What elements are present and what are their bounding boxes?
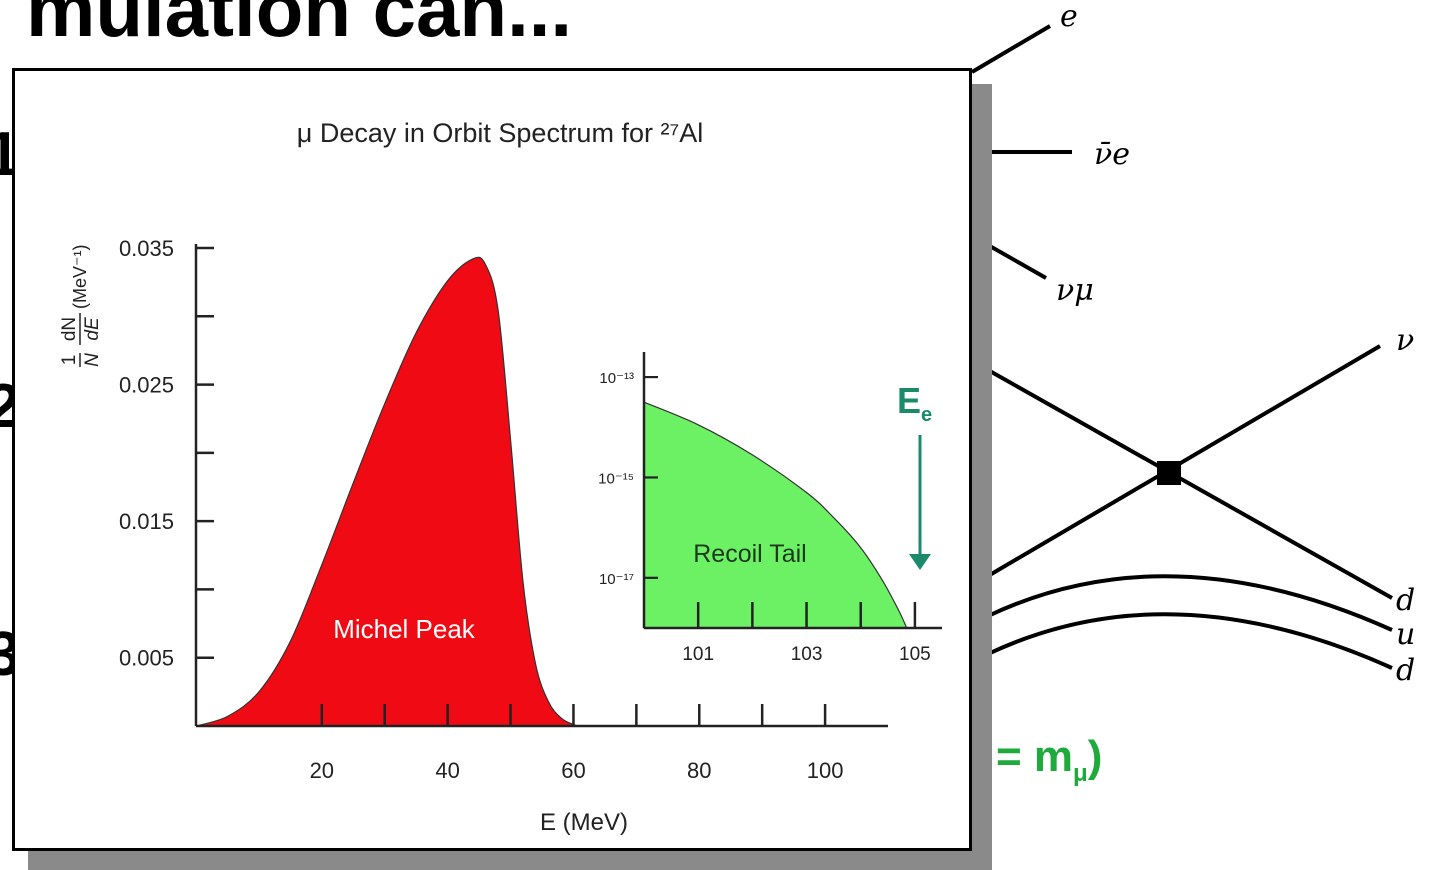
y-tick-label: 0.025 [119, 373, 174, 398]
neutrino-mu-line [987, 243, 1047, 280]
interaction-vertex [1157, 461, 1181, 485]
quark-line-middle [987, 574, 1393, 632]
y-axis-label: 1 N dN dE (MeV⁻¹) [59, 245, 103, 367]
x-tick-label: 40 [435, 758, 459, 783]
ylabel-num1: 1 [59, 355, 80, 366]
mass-formula: = mμ) [996, 732, 1102, 788]
ee-text: E [897, 380, 922, 421]
label-nu-mu: νμ [1056, 273, 1094, 308]
main-plot: 0.005 0.015 0.025 0.035 20 40 60 80 100 [119, 236, 888, 783]
formula-text: = m [996, 732, 1074, 781]
endpoint-energy-label: Ee [897, 380, 932, 427]
inset-y-tick-label: 10⁻¹⁵ [598, 470, 634, 487]
inset-x-tick-label: 101 [682, 644, 714, 665]
formula-close: ) [1087, 732, 1103, 781]
inset-x-tick-label: 103 [791, 644, 823, 665]
endpoint-arrow-head [909, 554, 931, 570]
inset-plot: 10⁻¹⁷ 10⁻¹⁵ 10⁻¹³ 101 103 105 [598, 352, 942, 665]
quark-line-upper [987, 368, 1393, 600]
label-e: e [1060, 0, 1078, 34]
x-tick-label: 80 [687, 758, 711, 783]
label-d-top: d [1396, 583, 1416, 618]
x-tick-label: 60 [561, 758, 585, 783]
y-tick-label: 0.015 [119, 509, 174, 534]
michel-peak-area [195, 256, 580, 727]
electron-line [970, 24, 1052, 74]
ylabel-num2: dN [59, 317, 80, 341]
neutrino-line [986, 344, 1382, 578]
label-nu: ν [1396, 323, 1415, 358]
x-axis-label: E (MeV) [540, 809, 628, 836]
slide-title: mulation can... [26, 0, 573, 53]
ylabel-unit: (MeV⁻¹) [70, 245, 90, 310]
label-u: u [1396, 617, 1416, 652]
y-tick-label: 0.005 [119, 646, 174, 671]
ylabel-den2: dE [82, 317, 103, 341]
x-tick-label: 100 [807, 758, 844, 783]
ee-subscript: e [921, 404, 933, 427]
inset-y-tick-label: 10⁻¹⁷ [599, 571, 634, 588]
quark-line-lower [987, 612, 1393, 670]
recoil-tail-area [643, 401, 908, 629]
michel-peak-label: Michel Peak [333, 614, 476, 644]
inset-y-tick-label: 10⁻¹³ [599, 370, 634, 387]
inset-x-tick-label: 105 [899, 644, 931, 665]
chart-title: μ Decay in Orbit Spectrum for ²⁷Al [297, 118, 703, 148]
formula-subscript: μ [1073, 759, 1088, 787]
label-d-bottom: d [1396, 653, 1416, 688]
ylabel-den1: N [82, 353, 103, 367]
recoil-tail-label: Recoil Tail [693, 540, 806, 568]
y-tick-label: 0.035 [119, 236, 174, 261]
x-tick-label: 20 [310, 758, 334, 783]
label-nu-e-bar: ν̄e [1094, 137, 1130, 172]
